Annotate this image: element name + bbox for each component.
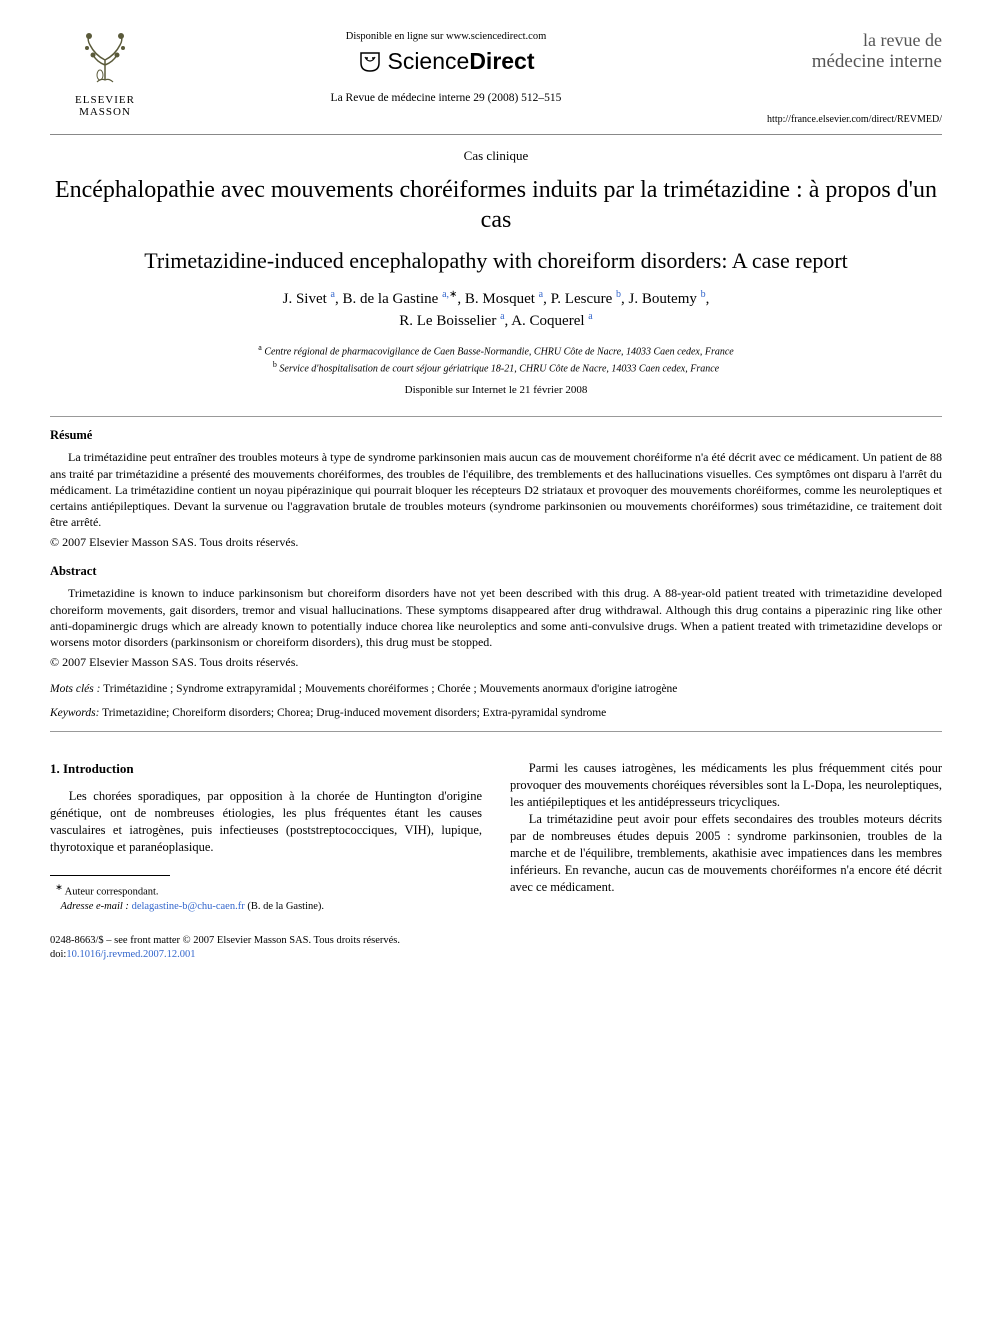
doi-link[interactable]: 10.1016/j.revmed.2007.12.001 bbox=[66, 949, 195, 960]
article-type: Cas clinique bbox=[50, 147, 942, 165]
author: B. de la Gastine a,∗ bbox=[343, 291, 458, 307]
keywords: Keywords: Trimetazidine; Choreiform diso… bbox=[50, 706, 942, 722]
author: A. Coquerel a bbox=[511, 313, 593, 329]
abstract-heading: Abstract bbox=[50, 563, 942, 580]
resume-copyright: © 2007 Elsevier Masson SAS. Tous droits … bbox=[50, 534, 942, 550]
intro-p2: Parmi les causes iatrogènes, les médicam… bbox=[510, 760, 942, 811]
corresponding-footnote: ∗ Auteur correspondant. Adresse e-mail :… bbox=[50, 882, 482, 914]
title-french: Encéphalopathie avec mouvements choréifo… bbox=[50, 175, 942, 235]
rule bbox=[50, 731, 942, 732]
citation: La Revue de médecine interne 29 (2008) 5… bbox=[170, 91, 722, 107]
column-right: Parmi les causes iatrogènes, les médicam… bbox=[510, 760, 942, 914]
header-center: Disponible en ligne sur www.sciencedirec… bbox=[160, 30, 732, 107]
elsevier-tree-icon bbox=[75, 30, 135, 90]
abstract-body: Trimetazidine is known to induce parkins… bbox=[50, 585, 942, 650]
mots-cles: Mots clés : Trimétazidine ; Syndrome ext… bbox=[50, 682, 942, 698]
intro-p3: La trimétazidine peut avoir pour effets … bbox=[510, 811, 942, 895]
elsevier-text: ELSEVIER MASSON bbox=[75, 94, 135, 118]
author: B. Mosquet a bbox=[465, 291, 543, 307]
sd-direct: Direct bbox=[469, 48, 534, 74]
publisher-logo-block: ELSEVIER MASSON bbox=[50, 30, 160, 118]
page-footer: 0248-8663/$ – see front matter © 2007 El… bbox=[50, 934, 942, 962]
journal-url[interactable]: http://france.elsevier.com/direct/REVMED… bbox=[732, 113, 942, 127]
author-list: J. Sivet a, B. de la Gastine a,∗, B. Mos… bbox=[50, 288, 942, 332]
author: J. Boutemy b bbox=[629, 291, 706, 307]
resume-body: La trimétazidine peut entraîner des trou… bbox=[50, 449, 942, 530]
page-header: ELSEVIER MASSON Disponible en ligne sur … bbox=[50, 30, 942, 135]
column-left: 1. Introduction Les chorées sporadiques,… bbox=[50, 760, 482, 914]
affiliations: a Centre régional de pharmacovigilance d… bbox=[50, 342, 942, 377]
title-english: Trimetazidine-induced encephalopathy wit… bbox=[50, 247, 942, 275]
author: R. Le Boisselier a bbox=[399, 313, 504, 329]
footnote-rule bbox=[50, 875, 170, 876]
sd-science: Science bbox=[387, 48, 469, 74]
online-date: Disponible sur Internet le 21 février 20… bbox=[50, 383, 942, 398]
introduction-heading: 1. Introduction bbox=[50, 760, 482, 778]
resume-heading: Résumé bbox=[50, 427, 942, 444]
rule bbox=[50, 416, 942, 417]
online-availability: Disponible en ligne sur www.sciencedirec… bbox=[170, 30, 722, 44]
author: J. Sivet a bbox=[283, 291, 335, 307]
journal-brand: la revue de médecine interne http://fran… bbox=[732, 30, 942, 126]
sciencedirect-logo: ScienceDirect bbox=[170, 46, 722, 77]
sciencedirect-icon bbox=[357, 49, 383, 75]
abstract-copyright: © 2007 Elsevier Masson SAS. Tous droits … bbox=[50, 654, 942, 670]
author: P. Lescure b bbox=[551, 291, 621, 307]
email-link[interactable]: delagastine-b@chu-caen.fr bbox=[132, 901, 245, 912]
intro-p1: Les chorées sporadiques, par opposition … bbox=[50, 788, 482, 856]
body-columns: 1. Introduction Les chorées sporadiques,… bbox=[50, 760, 942, 914]
journal-name: la revue de médecine interne bbox=[732, 30, 942, 73]
footer-copyright: 0248-8663/$ – see front matter © 2007 El… bbox=[50, 934, 942, 948]
